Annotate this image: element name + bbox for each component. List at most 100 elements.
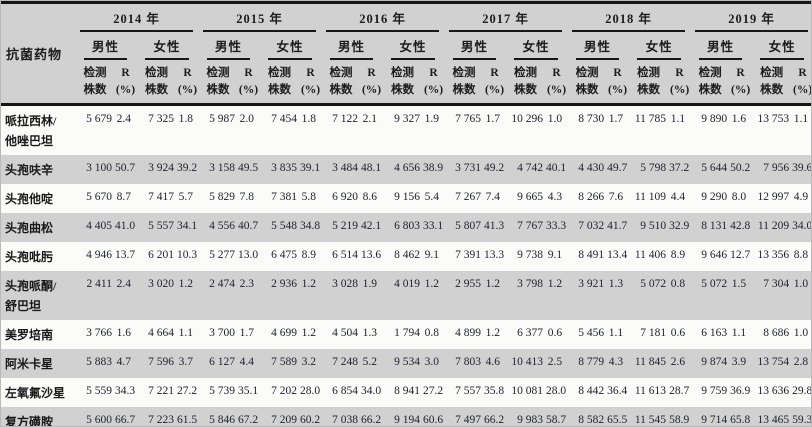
cell-strain-count: 8 941 [394, 385, 421, 398]
table-row: 头孢曲松 4 405 41.0 5 557 34.1 4 556 40.7 5 548 34.8… [1, 213, 812, 242]
cell-resistance-rate: 38.9 [423, 161, 444, 174]
cell-strain-count: 12 997 [757, 190, 790, 203]
metric-line1: R [490, 67, 499, 79]
cell-strain-count: 7 497 [455, 414, 482, 427]
cell-strain-count: 6 803 [394, 220, 421, 233]
cell-resistance-rate: 4.4 [239, 356, 255, 369]
cell-strain-count: 4 556 [209, 220, 236, 233]
cell-strain-count: 7 391 [455, 249, 482, 262]
metric-line1: 检测 [83, 67, 107, 79]
cell-strain-count: 5 559 [86, 385, 112, 398]
cell-resistance-rate: 58.7 [546, 414, 567, 427]
cell-resistance-rate: 40.1 [546, 161, 567, 174]
cell-strain-count: 4 019 [394, 278, 421, 291]
gender-label: 女性 [637, 32, 682, 60]
metric-line2: 株数 [329, 83, 353, 96]
cell-resistance-rate: 1.7 [485, 113, 501, 126]
cell-resistance-rate: 8.7 [116, 190, 131, 203]
metric-header-rate: R (%) [177, 60, 199, 107]
table-row: 头孢哌酮/ 舒巴坦 2 411 2.4 3 020 1.2 2 474 2.3 2 936 1.… [1, 271, 811, 319]
gender-header: 女性 [505, 32, 567, 60]
gender-label: 女性 [145, 32, 190, 60]
cell-resistance-rate: 40.7 [238, 220, 259, 233]
metric-line2: (%) [423, 83, 444, 96]
metric-header-count: 检测 株数 [628, 60, 670, 107]
cell-resistance-rate: 1.1 [178, 326, 194, 339]
cell-resistance-rate: 66.2 [361, 414, 382, 427]
table-row: 美罗培南 3 766 1.6 4 664 1.1 3 700 1.7 4 699 1.2 4 50… [1, 319, 811, 350]
cell-resistance-rate: 7.4 [485, 190, 501, 203]
cell-resistance-rate: 42.8 [730, 220, 751, 233]
cell-resistance-rate: 7.8 [239, 190, 255, 203]
cell-resistance-rate: 59.3 [792, 414, 812, 427]
cell-resistance-rate: 4.3 [608, 356, 624, 369]
cell-strain-count: 5 739 [209, 385, 236, 398]
metric-header-rate: R (%) [238, 60, 260, 107]
cell-resistance-rate: 60.2 [300, 414, 321, 427]
cell-strain-count: 13 356 [757, 249, 790, 262]
cell-strain-count: 7 765 [455, 113, 482, 126]
cell-strain-count: 11 845 [634, 356, 667, 369]
corner-header-drug: 抗菌药物 [1, 2, 75, 107]
metric-header-count: 检测 株数 [136, 60, 177, 107]
cell-resistance-rate: 4.4 [670, 190, 686, 203]
cell-strain-count: 6 475 [271, 249, 298, 262]
cell-resistance-rate: 4.9 [793, 190, 809, 203]
year-header: 2019 年 [690, 3, 811, 32]
cell-resistance-rate: 2.5 [547, 356, 563, 369]
cell-resistance-rate: 1.2 [301, 278, 317, 291]
table-row: 阿米卡星 5 883 4.7 7 596 3.7 6 127 4.4 7 589 3.2 7 24… [1, 349, 811, 378]
gender-header: 男性 [75, 32, 136, 60]
gender-label: 男性 [453, 32, 497, 60]
metric-line2: 株数 [268, 83, 292, 96]
drug-name: 复方磺胺 甲噁唑 [5, 415, 54, 427]
cell-strain-count: 5 219 [332, 220, 359, 233]
metric-line2: 株数 [391, 83, 415, 96]
cell-strain-count: 3 798 [517, 278, 544, 291]
gender-header: 女性 [382, 32, 444, 60]
cell-resistance-rate: 2.3 [239, 278, 255, 291]
cell-resistance-rate: 1.2 [485, 326, 501, 339]
cell-resistance-rate: 5.2 [362, 356, 378, 369]
metric-header-count: 检测 株数 [321, 60, 362, 107]
gender-label: 女性 [514, 32, 559, 60]
cell-strain-count: 9 890 [701, 113, 728, 126]
cell-resistance-rate: 35.8 [484, 385, 505, 398]
cell-strain-count: 7 417 [148, 190, 174, 203]
metric-line2: 株数 [145, 83, 168, 96]
metric-line1: R [675, 67, 684, 79]
cell-resistance-rate: 33.3 [546, 220, 567, 233]
cell-strain-count: 8 686 [763, 326, 790, 339]
cell-resistance-rate: 37.2 [669, 161, 690, 174]
cell-strain-count: 5 557 [148, 220, 174, 233]
cell-resistance-rate: 1.3 [608, 278, 624, 291]
cell-resistance-rate: 36.9 [730, 385, 751, 398]
metric-line1: R [244, 67, 253, 79]
metric-header-rate: R (%) [361, 60, 383, 107]
cell-resistance-rate: 4.3 [547, 190, 563, 203]
table-row: 左氧氟沙星 5 559 34.3 7 221 27.2 5 739 35.1 7 202 28.… [1, 378, 811, 408]
cell-resistance-rate: 10.3 [177, 249, 198, 262]
cell-resistance-rate: 67.2 [238, 414, 259, 427]
metric-line1: R [121, 67, 130, 79]
cell-resistance-rate: 1.2 [485, 278, 501, 291]
cell-strain-count: 5 072 [640, 278, 667, 291]
cell-strain-count: 9 327 [394, 113, 421, 126]
cell-resistance-rate: 34.0 [792, 220, 812, 233]
cell-strain-count: 9 874 [701, 356, 728, 369]
cell-resistance-rate: 33.1 [423, 220, 444, 233]
cell-strain-count: 8 266 [578, 190, 605, 203]
metric-header-rate: R (%) [115, 60, 136, 107]
cell-strain-count: 7 223 [148, 414, 174, 427]
drug-name: 头孢呋辛 [5, 162, 54, 177]
metric-line2: (%) [484, 83, 505, 96]
cell-strain-count: 5 548 [271, 220, 298, 233]
cell-strain-count: 8 779 [578, 356, 605, 369]
cell-strain-count: 4 656 [394, 161, 421, 174]
cell-resistance-rate: 48.1 [361, 161, 382, 174]
cell-strain-count: 8 491 [578, 249, 605, 262]
metric-header-rate: R (%) [423, 60, 445, 107]
metric-line1: 检测 [637, 67, 661, 79]
metric-line1: R [798, 67, 807, 79]
